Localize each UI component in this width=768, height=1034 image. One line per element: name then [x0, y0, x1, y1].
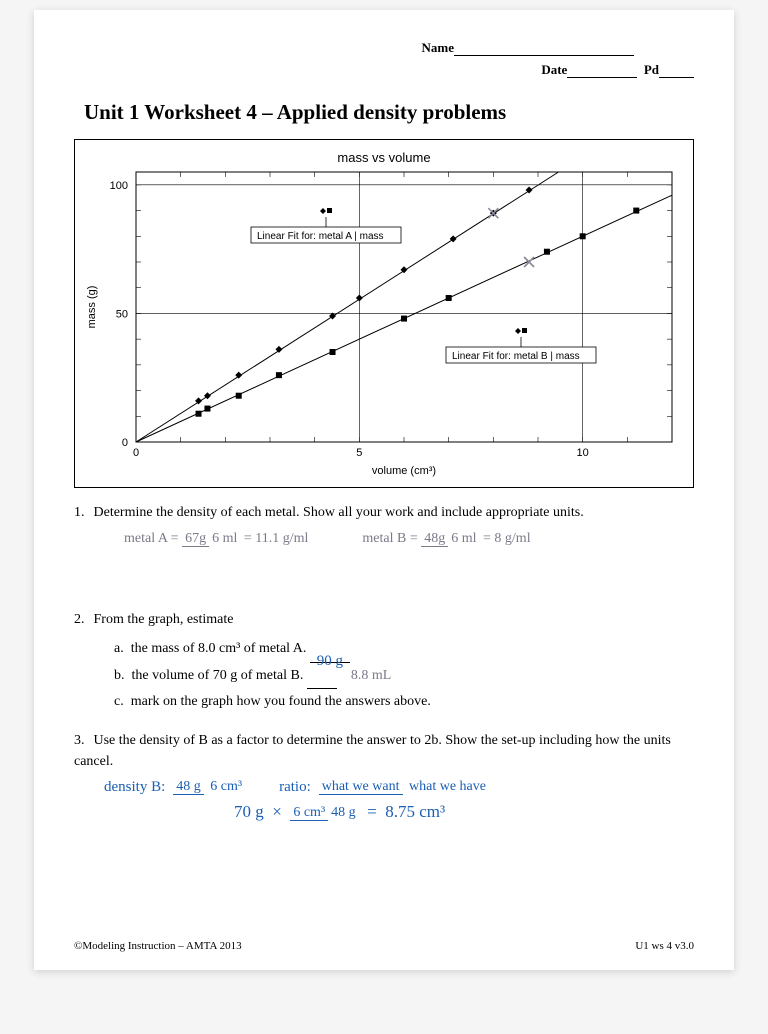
- svg-text:100: 100: [110, 180, 128, 192]
- svg-text:mass (g): mass (g): [86, 286, 98, 329]
- question-3-work: density B: 48 g 6 cm³ ratio: what we wan…: [104, 778, 694, 822]
- svg-text:5: 5: [356, 447, 362, 459]
- header-fields: Name Date Pd: [74, 40, 694, 78]
- footer-left: ©Modeling Instruction – AMTA 2013: [74, 940, 242, 952]
- svg-text:10: 10: [577, 447, 589, 459]
- mass-vs-volume-chart: mass vs volume0510050100volume (cm³)mass…: [81, 148, 687, 478]
- svg-text:50: 50: [116, 308, 128, 320]
- chart-container: mass vs volume0510050100volume (cm³)mass…: [74, 139, 694, 488]
- question-3-text: Use the density of B as a factor to dete…: [74, 733, 671, 769]
- question-2a: a. the mass of 8.0 cm³ of metal A. 90 g: [114, 636, 694, 663]
- answer-2a: 90 g: [310, 647, 350, 663]
- svg-text:Linear Fit for: metal A | mass: Linear Fit for: metal A | mass: [257, 231, 384, 242]
- question-2c: c. mark on the graph how you found the a…: [114, 689, 694, 716]
- date-label: Date: [541, 62, 567, 77]
- question-1: 1. Determine the density of each metal. …: [74, 502, 694, 523]
- question-1-work: metal A = 67g6 ml = 11.1 g/ml metal B = …: [124, 529, 694, 579]
- question-2: 2. From the graph, estimate: [74, 609, 694, 630]
- svg-text:mass vs volume: mass vs volume: [337, 150, 430, 165]
- name-label: Name: [422, 40, 455, 55]
- pd-label: Pd: [644, 62, 659, 77]
- question-1-text: Determine the density of each metal. Sho…: [94, 505, 584, 520]
- footer-right: U1 ws 4 v3.0: [635, 940, 694, 952]
- worksheet-title: Unit 1 Worksheet 4 – Applied density pro…: [74, 100, 694, 125]
- question-2-text: From the graph, estimate: [94, 612, 234, 627]
- answer-2b: 8.8 mL: [351, 668, 391, 683]
- question-3: 3. Use the density of B as a factor to d…: [74, 730, 694, 772]
- svg-text:volume (cm³): volume (cm³): [372, 465, 436, 477]
- page-footer: ©Modeling Instruction – AMTA 2013 U1 ws …: [74, 940, 694, 952]
- svg-text:0: 0: [122, 437, 128, 449]
- worksheet-page: Name Date Pd Unit 1 Worksheet 4 – Applie…: [34, 10, 734, 970]
- question-2b: b. the volume of 70 g of metal B. 8.8 mL: [114, 663, 694, 690]
- svg-text:Linear Fit for: metal B | mass: Linear Fit for: metal B | mass: [452, 351, 580, 362]
- svg-text:0: 0: [133, 447, 139, 459]
